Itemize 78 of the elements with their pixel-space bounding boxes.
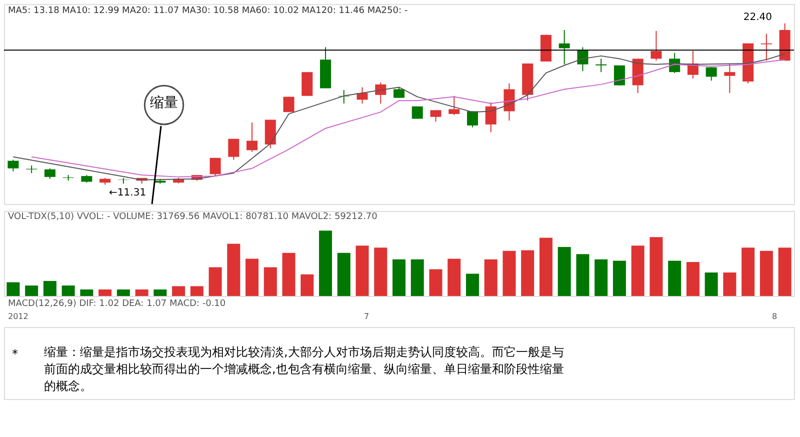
bar xyxy=(631,246,644,296)
candlestick xyxy=(394,86,404,98)
candlestick xyxy=(44,168,56,180)
bar xyxy=(723,272,736,296)
text: 的概念。 xyxy=(44,379,92,393)
bar xyxy=(484,259,498,296)
text: 8 xyxy=(772,312,778,321)
candlestick xyxy=(706,66,717,82)
candlestick xyxy=(760,33,772,62)
bar xyxy=(612,260,626,296)
text: VOL-TDX(5,10) VVOL: - VOLUME: 31769.56 MAVOL1: 80781.10 MAVOL2: 59212.70 xyxy=(8,212,378,222)
bar xyxy=(319,230,332,296)
bar xyxy=(246,258,259,296)
candlestick xyxy=(302,72,313,96)
text: * xyxy=(12,347,18,361)
text: 缩量：缩量是指市场交投表现为相对比较清淡,大部分人对市场后期走势认同度较高。而它一般是与 xyxy=(44,345,564,359)
candlestick xyxy=(375,82,386,104)
bar xyxy=(6,282,20,296)
bar xyxy=(337,252,350,296)
annotation: ←11.31 xyxy=(109,188,146,199)
candlestick xyxy=(246,122,258,152)
bar xyxy=(98,289,112,296)
bar xyxy=(227,244,240,296)
bar xyxy=(594,259,608,296)
candlestick xyxy=(448,95,460,116)
candlestick xyxy=(356,86,368,104)
bar xyxy=(208,267,222,296)
bar xyxy=(704,272,718,296)
bar xyxy=(62,286,75,296)
candlestick xyxy=(485,102,496,133)
bar xyxy=(264,267,277,296)
bar xyxy=(502,250,516,296)
bar xyxy=(172,286,186,296)
bar xyxy=(190,286,204,296)
bar xyxy=(25,286,38,296)
candlestick xyxy=(412,106,423,120)
text: MA5: 13.18 MA10: 12.99 MA20: 11.07 MA30: 10.58 MA60: 10.02 MA120: 11.46 MA250: - xyxy=(8,6,408,16)
bar xyxy=(356,246,369,296)
annotation: 缩量 xyxy=(150,95,178,111)
bar xyxy=(374,248,388,296)
bar xyxy=(410,259,424,296)
bar xyxy=(686,262,700,296)
candlestick xyxy=(504,82,515,122)
candlestick xyxy=(596,58,607,73)
bar xyxy=(135,289,148,296)
candlestick xyxy=(466,110,478,128)
candlestick xyxy=(558,30,570,65)
bar xyxy=(576,254,590,296)
candlestick xyxy=(8,159,19,172)
candlestick xyxy=(577,46,588,72)
bar xyxy=(392,259,406,296)
bar xyxy=(778,248,792,296)
bar xyxy=(116,289,130,296)
bar xyxy=(558,246,571,296)
bar xyxy=(300,274,314,296)
candlestick xyxy=(228,138,240,160)
candlestick xyxy=(650,30,662,62)
bar xyxy=(80,289,94,296)
bar xyxy=(429,269,442,296)
text: MACD(12,26,9) DIF: 1.02 DEA: 1.07 MACD: -0.10 xyxy=(8,299,226,309)
candlestick xyxy=(210,157,221,177)
bar xyxy=(650,237,663,296)
text: 前面的成交量相比较而得出的一个增减概念,也包含有横向缩量、纵向缩量、单日缩量和阶段性缩量 xyxy=(44,362,564,376)
text: 22.40 xyxy=(743,12,772,23)
bar xyxy=(539,238,552,296)
bar xyxy=(466,274,479,296)
candlestick xyxy=(430,110,442,122)
bar xyxy=(760,250,773,296)
bar xyxy=(43,280,56,296)
bar xyxy=(742,248,755,296)
bar xyxy=(448,258,461,296)
bar xyxy=(521,250,534,296)
candlestick xyxy=(724,62,736,94)
text: 2012 xyxy=(8,312,28,321)
bar xyxy=(668,260,682,296)
bar xyxy=(154,289,167,296)
text: 7 xyxy=(364,312,370,321)
bar xyxy=(282,252,296,296)
